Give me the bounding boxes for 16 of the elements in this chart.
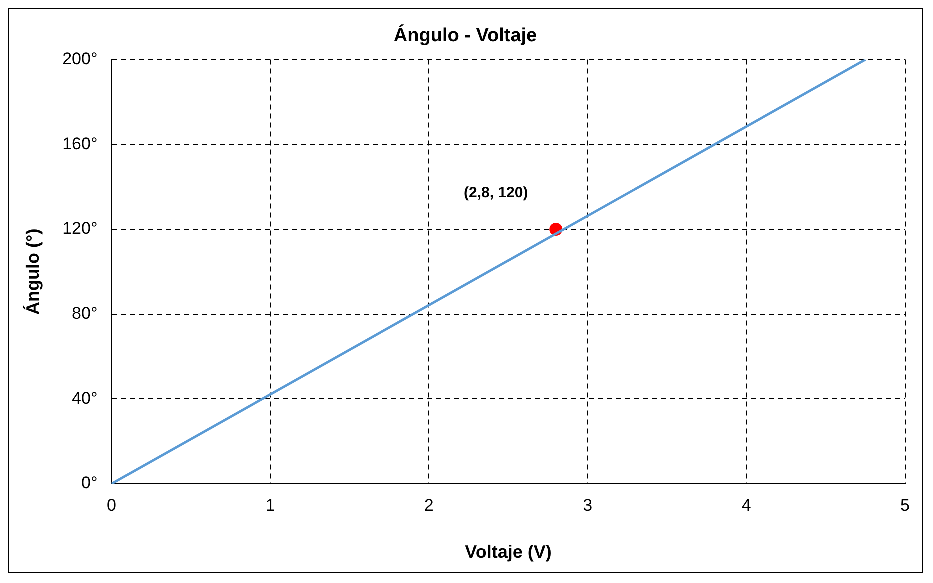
x-tick-label: 4 [742,496,752,515]
x-tick-label: 0 [107,496,116,515]
y-tick-label: 40° [72,388,98,408]
x-axis-title: Voltaje (V) [465,542,552,562]
y-tick-label: 120° [62,219,98,238]
x-tick-label: 2 [424,496,434,515]
x-tick-label: 5 [900,496,910,515]
y-tick-label: 0° [81,474,98,493]
y-tick-label: 160° [62,134,98,154]
chart-title: Ángulo - Voltaje [394,24,538,47]
y-tick-label: 80° [72,304,98,324]
y-tick-label: 200° [62,49,98,68]
x-tick-label: 3 [583,496,593,515]
annotation: (2,8, 120) [464,184,528,202]
y-axis-title: Ángulo (°) [22,228,43,315]
x-tick-label: 1 [266,496,276,515]
